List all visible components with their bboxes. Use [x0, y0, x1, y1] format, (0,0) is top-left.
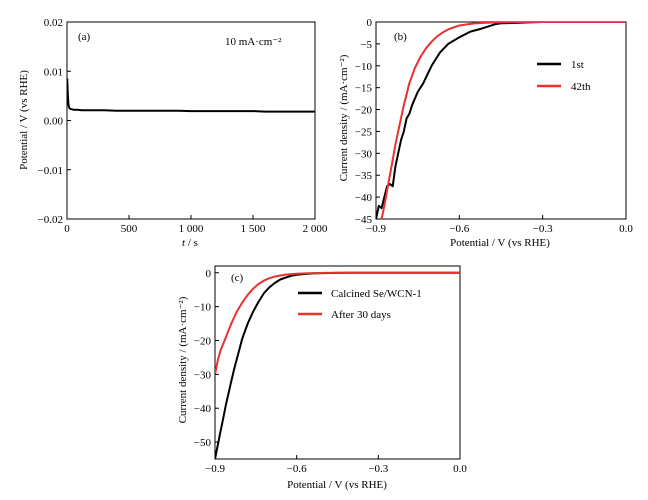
- x-tick-label: 0.0: [619, 223, 633, 235]
- series-line-42th: [380, 22, 626, 219]
- y-tick-label: −40: [355, 192, 373, 204]
- series-line-1st: [376, 22, 626, 219]
- series-line-after-30-days: [215, 271, 460, 375]
- x-tick-label: −0.9: [205, 463, 225, 475]
- x-tick-label: 2 000: [303, 223, 328, 235]
- y-tick-label: −35: [355, 170, 373, 182]
- y-tick-label: −20: [194, 335, 212, 347]
- series-line-calcined-se-wcn-1: [215, 271, 460, 459]
- panel-c-legend: Calcined Se/WCN-1 After 30 days: [298, 288, 422, 321]
- y-tick-label: 0.01: [44, 66, 63, 78]
- panel-b-legend: 1st 42th: [537, 59, 591, 93]
- panel-b-letter: (b): [394, 31, 407, 43]
- y-tick-label: −0.01: [38, 165, 63, 177]
- panel-a-chart: 0 500 1 000 1 500 2 000 −0.02 −0.01 0.00 0.01 0.0…: [18, 17, 328, 249]
- panel-a-xlabel: t / s: [182, 237, 198, 249]
- panel-b-chart: −0.9 −0.6 −0.3 0.0 0 −5 −10 −15 −20 −25 −30 −35 −40 −…: [338, 17, 633, 249]
- y-tick-label: 0.00: [44, 116, 64, 128]
- panel-c-ylabel: Current density / (mA·cm⁻²): [177, 296, 189, 423]
- panel-a-ylabel: Potential / V (vs RHE): [18, 70, 30, 170]
- y-tick-label: −0.02: [38, 214, 63, 226]
- x-tick-label: 500: [121, 223, 138, 235]
- panel-c-xlabel: Potential / V (vs RHE): [287, 479, 387, 491]
- panel-a-letter: (a): [78, 31, 91, 43]
- panel-b-ylabel: Current density / (mA·cm⁻²): [338, 54, 350, 181]
- x-tick-label: −0.3: [368, 463, 388, 475]
- x-tick-label: −0.6: [287, 463, 307, 475]
- y-tick-label: −10: [355, 61, 373, 73]
- x-tick-label: 1 500: [241, 223, 266, 235]
- panel-b-xlabel: Potential / V (vs RHE): [450, 237, 550, 249]
- panel-c-letter: (c): [231, 272, 244, 284]
- legend-label-calcined: Calcined Se/WCN-1: [331, 288, 422, 300]
- x-tick-label: −0.9: [366, 223, 386, 235]
- x-tick-label: 1 000: [179, 223, 204, 235]
- x-tick-label: 0: [64, 223, 70, 235]
- y-tick-label: −10: [194, 302, 212, 314]
- x-tick-label: −0.3: [533, 223, 553, 235]
- y-tick-label: −25: [355, 126, 373, 138]
- y-tick-label: −15: [355, 83, 373, 95]
- y-tick-label: −30: [355, 148, 373, 160]
- y-tick-label: −40: [194, 403, 212, 415]
- y-tick-label: −45: [355, 214, 373, 226]
- y-tick-label: 0: [367, 17, 373, 29]
- legend-label-42th: 42th: [571, 81, 591, 93]
- x-tick-label: −0.6: [449, 223, 469, 235]
- y-tick-label: −5: [360, 39, 372, 51]
- legend-label-1st: 1st: [571, 59, 584, 71]
- series-line-panel-a-0: [67, 78, 315, 113]
- legend-label-after-30-days: After 30 days: [331, 309, 391, 321]
- panel-a-annotation: 10 mA·cm⁻²: [225, 36, 282, 48]
- x-tick-label: 0.0: [453, 463, 467, 475]
- y-tick-label: 0.02: [44, 17, 63, 29]
- y-tick-label: 0: [206, 268, 212, 280]
- y-tick-label: −20: [355, 105, 373, 117]
- y-tick-label: −50: [194, 437, 212, 449]
- y-tick-label: −30: [194, 369, 212, 381]
- panel-c-chart: −0.9 −0.6 −0.3 0.0 0 −10 −20 −30 −40 −50 (c) Calc…: [177, 265, 467, 491]
